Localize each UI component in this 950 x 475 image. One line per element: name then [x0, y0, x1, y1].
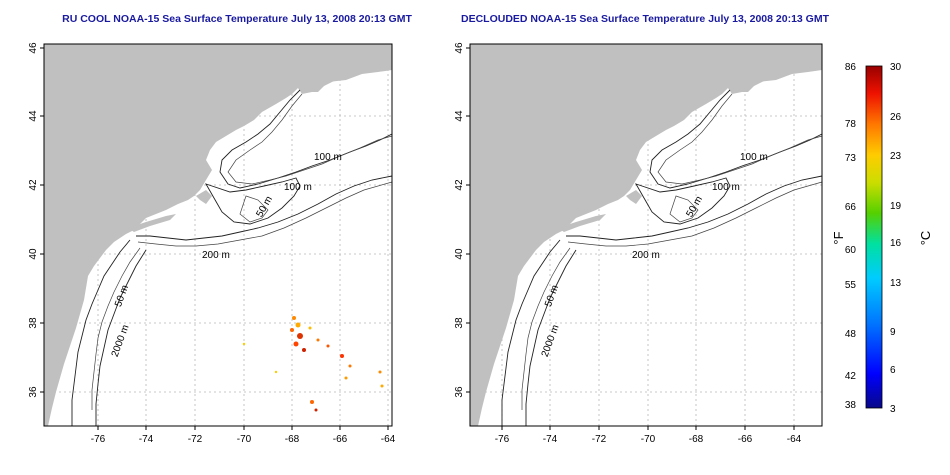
colorbar-fahrenheit-axis: 86 78 73 66 60 55 48 42 38 — [845, 62, 857, 411]
left-map-lat-axis: 46 44 42 40 38 36 — [28, 42, 44, 398]
right-map-frame — [469, 43, 823, 427]
f-tick-86: 86 — [845, 62, 857, 73]
right-lat-tick-38: 38 — [454, 317, 465, 329]
right-lat-tick-36: 36 — [454, 386, 465, 398]
left-lon-tick-64: -64 — [381, 434, 396, 445]
right-map-isobaths — [501, 89, 823, 426]
right-map-lon-axis: -76 -74 -72 -70 -68 -66 -64 — [495, 426, 802, 445]
c-tick-19: 19 — [890, 201, 902, 212]
f-tick-73: 73 — [845, 153, 857, 164]
right-lat-tick-46: 46 — [454, 42, 465, 54]
right-lat-tick-40: 40 — [454, 248, 465, 260]
right-contour-label-200m: 200 m — [632, 250, 660, 261]
left-lat-tick-40: 40 — [28, 248, 39, 260]
c-tick-23: 23 — [890, 151, 902, 162]
right-map-north-america-land — [470, 44, 822, 426]
right-map-long-island — [558, 214, 606, 232]
f-tick-66: 66 — [845, 202, 857, 213]
left-contour-label-200m: 200 m — [202, 250, 230, 261]
left-lon-tick-76: -76 — [91, 434, 106, 445]
right-map-cape-cod — [626, 190, 642, 204]
right-lon-tick-74: -74 — [543, 434, 558, 445]
right-map-lat-axis: 46 44 42 40 38 36 — [454, 42, 470, 398]
temperature-colorbar: 86 78 73 66 60 55 48 42 38 30 26 23 19 1… — [831, 62, 933, 415]
right-lat-tick-44: 44 — [454, 110, 465, 122]
c-tick-16: 16 — [890, 238, 902, 249]
f-tick-38: 38 — [845, 400, 857, 411]
left-lat-tick-46: 46 — [28, 42, 39, 54]
right-lon-tick-66: -66 — [738, 434, 753, 445]
left-lon-tick-70: -70 — [237, 434, 252, 445]
c-tick-13: 13 — [890, 278, 902, 289]
left-lat-tick-44: 44 — [28, 110, 39, 122]
right-map-panel: DECLOUDED NOAA-15 Sea Surface Temperatur… — [454, 13, 830, 445]
left-map-long-island — [128, 214, 176, 232]
left-contour-label-100m-east: 100 m — [314, 152, 342, 163]
f-tick-42: 42 — [845, 371, 857, 382]
right-lon-tick-70: -70 — [641, 434, 656, 445]
right-lon-tick-64: -64 — [787, 434, 802, 445]
c-tick-6: 6 — [890, 365, 896, 376]
colorbar-ramp — [865, 65, 883, 409]
colorbar-celsius-axis: 30 26 23 19 16 13 9 6 3 — [890, 62, 902, 415]
c-tick-9: 9 — [890, 327, 896, 338]
right-map-title: DECLOUDED NOAA-15 Sea Surface Temperatur… — [461, 13, 830, 25]
right-map-nova-scotia-land — [728, 58, 814, 94]
left-lat-tick-36: 36 — [28, 386, 39, 398]
right-lon-tick-76: -76 — [495, 434, 510, 445]
c-tick-3: 3 — [890, 404, 896, 415]
left-map-cape-cod — [196, 190, 212, 204]
left-map-sst-patches — [242, 316, 384, 412]
left-lon-tick-66: -66 — [333, 434, 348, 445]
f-tick-48: 48 — [845, 329, 857, 340]
f-tick-55: 55 — [845, 280, 857, 291]
right-lon-tick-68: -68 — [689, 434, 704, 445]
left-map-title: RU COOL NOAA-15 Sea Surface Temperature … — [62, 13, 412, 25]
left-map-north-america-land — [44, 44, 392, 426]
left-map-frame — [43, 43, 393, 427]
left-lon-tick-68: -68 — [285, 434, 300, 445]
colorbar-celsius-label: °C — [918, 231, 933, 246]
left-map-lon-axis: -76 -74 -72 -70 -68 -66 -64 — [91, 426, 396, 445]
left-map-isobaths — [71, 89, 393, 426]
right-lon-tick-72: -72 — [592, 434, 607, 445]
c-tick-30: 30 — [890, 62, 902, 73]
left-lon-tick-74: -74 — [139, 434, 154, 445]
left-lat-tick-38: 38 — [28, 317, 39, 329]
colorbar-fahrenheit-label: °F — [831, 231, 846, 244]
right-lat-tick-42: 42 — [454, 179, 465, 191]
right-contour-label-100m-east: 100 m — [740, 152, 768, 163]
left-map-panel: RU COOL NOAA-15 Sea Surface Temperature … — [28, 13, 412, 445]
c-tick-26: 26 — [890, 112, 902, 123]
left-lat-tick-42: 42 — [28, 179, 39, 191]
left-contour-label-100m-center: 100 m — [284, 182, 312, 193]
right-contour-label-100m-center: 100 m — [712, 182, 740, 193]
left-lon-tick-72: -72 — [188, 434, 203, 445]
f-tick-60: 60 — [845, 245, 857, 256]
f-tick-78: 78 — [845, 119, 857, 130]
left-map-nova-scotia-land — [298, 58, 384, 94]
